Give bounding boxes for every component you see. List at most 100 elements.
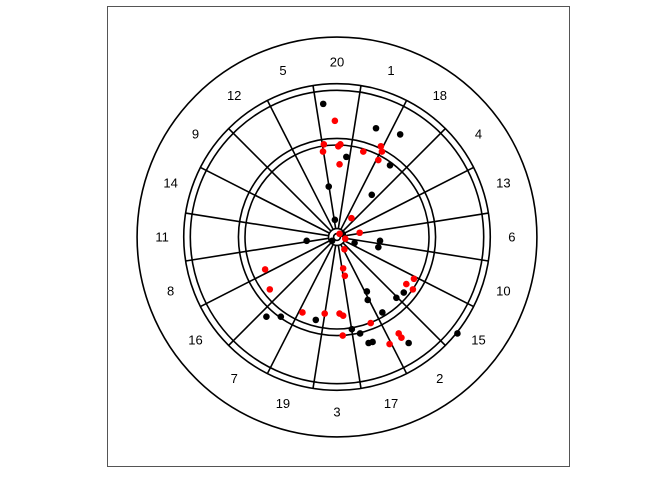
dart-point-s1-16 <box>393 294 400 302</box>
dart-point-s1-7 <box>368 191 376 199</box>
dart-point-s2-21 <box>261 266 269 273</box>
dart-point-s1-6 <box>325 183 333 190</box>
dart-point-s2-24 <box>321 310 329 317</box>
sector-number-3: 3 <box>333 404 340 419</box>
sector-number-9: 9 <box>192 127 199 142</box>
dart-point-s1-20 <box>277 313 285 321</box>
sector-number-2: 2 <box>436 371 443 386</box>
dart-point-s1-5 <box>386 162 394 169</box>
dart-point-s1-21 <box>263 313 270 321</box>
dart-point-s1-26 <box>405 339 412 347</box>
dart-point-s1-8 <box>331 216 339 224</box>
dart-point-s2-19 <box>403 280 410 288</box>
sector-line-14 <box>200 240 330 308</box>
dart-point-s1-19 <box>312 316 320 324</box>
sector-line-2 <box>340 100 408 230</box>
dart-point-s2-17 <box>341 272 349 280</box>
sector-number-5: 5 <box>279 63 286 78</box>
series-2 <box>261 117 418 348</box>
dart-point-s2-2 <box>320 141 328 148</box>
dart-point-s2-10 <box>375 156 382 164</box>
board-ring-6 <box>182 82 492 392</box>
dart-point-s2-12 <box>356 229 363 237</box>
dart-point-s1-10 <box>328 237 336 245</box>
sector-line-11 <box>312 245 337 389</box>
dart-point-s2-9 <box>378 148 386 155</box>
sector-number-19: 19 <box>276 396 290 411</box>
dart-point-s1-4 <box>343 153 350 161</box>
dart-point-s2-1 <box>331 117 339 125</box>
sector-number-8: 8 <box>167 284 174 299</box>
sector-number-6: 6 <box>508 230 515 245</box>
dart-point-s2-20 <box>409 286 417 293</box>
dart-point-s2-5 <box>319 148 327 155</box>
board-ring-7 <box>136 36 538 438</box>
sector-number-13: 13 <box>496 175 510 190</box>
dart-point-s1-2 <box>372 124 380 132</box>
dart-point-s1-13 <box>375 243 382 251</box>
dart-point-s2-4 <box>337 141 344 148</box>
dart-point-s1-27 <box>454 330 461 337</box>
dart-point-s2-11 <box>348 214 355 222</box>
dart-point-s2-27 <box>367 319 375 327</box>
sector-line-18 <box>228 128 332 232</box>
board-layer <box>136 36 538 438</box>
dart-point-s1-3 <box>396 131 404 138</box>
sector-number-10: 10 <box>496 284 510 299</box>
dart-point-s1-25 <box>369 338 376 346</box>
dart-point-s2-31 <box>398 334 405 342</box>
sector-number-17: 17 <box>384 396 398 411</box>
dart-point-s2-7 <box>359 148 367 155</box>
dart-point-s2-22 <box>266 286 274 293</box>
sector-number-15: 15 <box>471 332 485 347</box>
series-1 <box>263 100 461 347</box>
sector-line-5 <box>345 212 489 237</box>
dart-point-s2-14 <box>341 235 349 242</box>
dart-point-s1-23 <box>356 330 364 337</box>
dart-points <box>261 100 461 348</box>
sector-line-20 <box>312 85 337 229</box>
sector-line-19 <box>266 100 334 230</box>
sector-line-16 <box>185 212 329 237</box>
board-ring-4 <box>237 137 437 337</box>
dart-point-s2-16 <box>339 265 347 272</box>
sector-number-12: 12 <box>227 88 241 103</box>
board-ring-5 <box>189 89 485 385</box>
dart-point-s1-12 <box>376 237 384 245</box>
sector-number-11: 11 <box>155 230 169 245</box>
sector-line-4 <box>344 166 474 234</box>
dart-point-s1-18 <box>379 309 386 316</box>
sector-number-18: 18 <box>433 88 447 103</box>
dart-point-s2-29 <box>339 332 347 339</box>
dart-point-s1-17 <box>400 289 408 296</box>
sector-number-4: 4 <box>475 127 482 142</box>
dart-point-s2-23 <box>299 309 306 316</box>
dart-point-s2-8 <box>377 142 385 150</box>
sector-number-14: 14 <box>163 175 177 190</box>
sector-line-7 <box>344 240 474 308</box>
sector-number-labels: 20 1 18 4 13 6 10 15 2 17 3 19 7 16 8 11 14 9 12 5 <box>155 55 515 420</box>
dart-point-s2-6 <box>336 160 343 168</box>
dart-point-s1-9 <box>303 237 310 245</box>
sector-line-12 <box>266 244 334 374</box>
plot-frame <box>107 6 570 467</box>
dart-point-s1-15 <box>364 296 372 304</box>
dart-point-s2-15 <box>341 245 348 253</box>
dart-point-s1-22 <box>348 325 356 333</box>
dart-point-s2-30 <box>386 340 393 348</box>
sector-line-8 <box>342 242 446 346</box>
sector-number-16: 16 <box>188 332 202 347</box>
dart-point-s2-13 <box>336 230 343 238</box>
dart-point-s1-1 <box>319 100 327 108</box>
sector-line-1 <box>337 85 362 229</box>
sector-line-6 <box>345 237 489 262</box>
dart-point-s2-26 <box>339 312 347 319</box>
dart-point-s2-18 <box>410 275 418 283</box>
dart-point-s1-14 <box>363 288 371 295</box>
sector-line-9 <box>340 244 408 374</box>
dart-point-s1-11 <box>351 239 358 247</box>
sector-line-17 <box>200 166 330 234</box>
sector-line-3 <box>342 128 446 232</box>
sector-number-1: 1 <box>387 63 394 78</box>
